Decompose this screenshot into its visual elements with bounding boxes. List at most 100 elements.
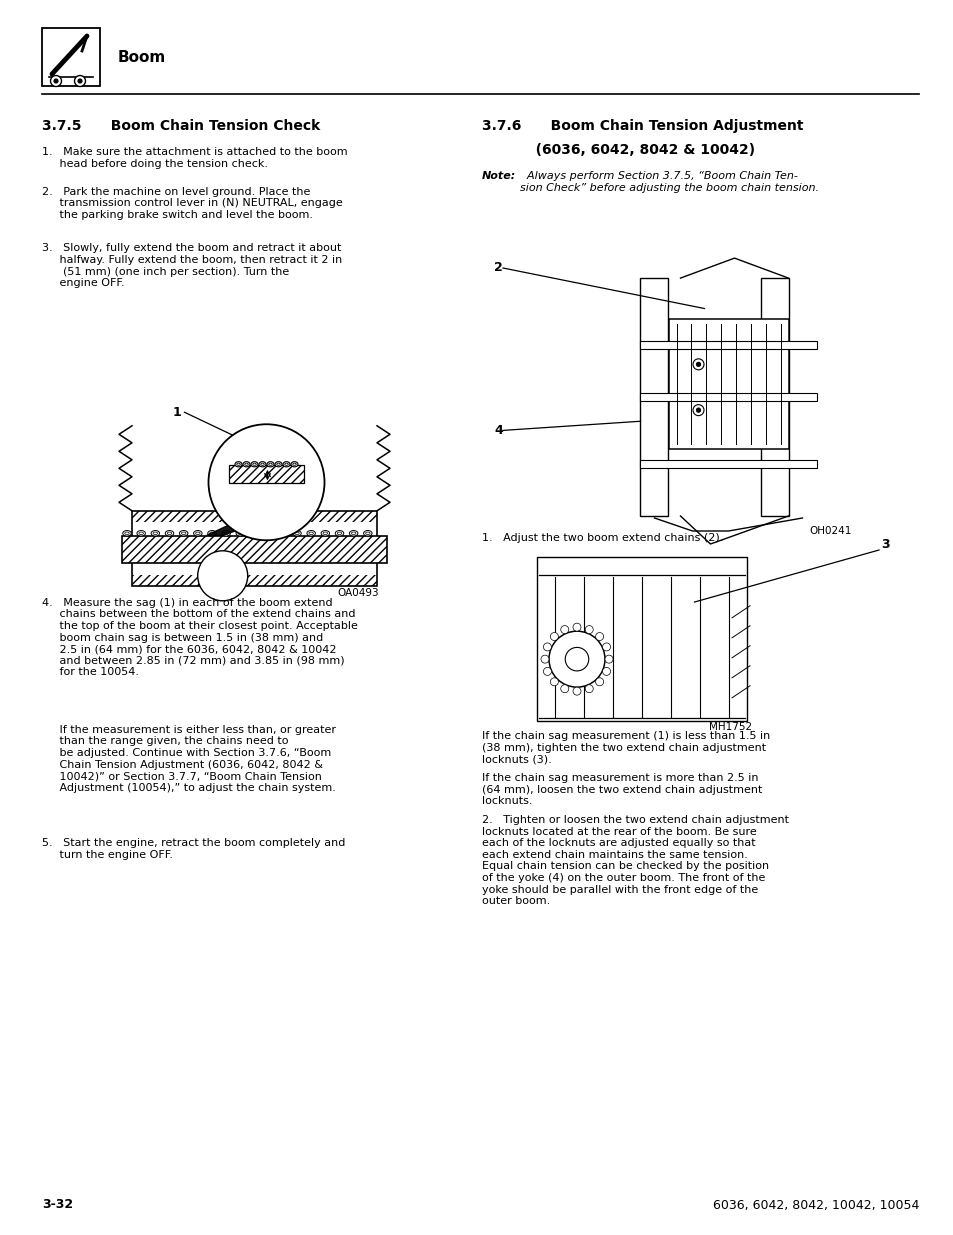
Ellipse shape [363, 531, 372, 536]
Bar [122, 536, 387, 563]
Ellipse shape [269, 463, 272, 466]
Ellipse shape [179, 531, 188, 536]
Ellipse shape [234, 462, 242, 467]
Circle shape [548, 631, 604, 687]
Text: OA0493: OA0493 [337, 588, 378, 598]
Circle shape [602, 667, 610, 676]
Text: OH0241: OH0241 [808, 526, 851, 536]
Ellipse shape [208, 531, 216, 536]
Ellipse shape [253, 463, 256, 466]
Ellipse shape [321, 531, 329, 536]
Text: 3-32: 3-32 [42, 1198, 73, 1212]
Text: If the measurement is either less than, or greater
     than the range given, th: If the measurement is either less than, … [42, 725, 335, 793]
Ellipse shape [251, 462, 257, 467]
Ellipse shape [280, 532, 285, 535]
Ellipse shape [260, 463, 264, 466]
Ellipse shape [293, 531, 301, 536]
Ellipse shape [250, 531, 258, 536]
Ellipse shape [243, 462, 250, 467]
Bar [132, 574, 376, 585]
Text: Boom: Boom [118, 49, 166, 64]
Bar [229, 466, 304, 483]
Bar [132, 511, 376, 585]
Circle shape [78, 79, 82, 83]
Text: 3.   Slowly, fully extend the boom and retract it about
     halfway. Fully exte: 3. Slowly, fully extend the boom and ret… [42, 243, 342, 288]
Bar [537, 557, 746, 721]
Text: 2.   Park the machine on level ground. Place the
     transmission control lever: 2. Park the machine on level ground. Pla… [42, 186, 342, 220]
Bar [122, 536, 387, 563]
Circle shape [573, 687, 580, 695]
Ellipse shape [323, 532, 327, 535]
Ellipse shape [276, 463, 280, 466]
Ellipse shape [125, 532, 129, 535]
Ellipse shape [235, 531, 244, 536]
Ellipse shape [123, 531, 132, 536]
Polygon shape [207, 519, 273, 535]
Circle shape [584, 684, 593, 693]
Ellipse shape [283, 462, 290, 467]
Circle shape [692, 359, 703, 369]
Ellipse shape [193, 531, 202, 536]
Ellipse shape [351, 532, 355, 535]
Circle shape [560, 684, 568, 693]
Ellipse shape [337, 532, 341, 535]
Circle shape [51, 75, 61, 86]
Circle shape [604, 655, 613, 663]
Text: MH1752: MH1752 [708, 722, 751, 732]
Ellipse shape [335, 531, 343, 536]
Circle shape [564, 647, 588, 671]
Ellipse shape [278, 531, 287, 536]
Ellipse shape [139, 532, 143, 535]
Text: Note:: Note: [481, 170, 516, 182]
Circle shape [543, 643, 551, 651]
Text: 2: 2 [494, 262, 502, 274]
Circle shape [197, 551, 248, 600]
Ellipse shape [266, 532, 271, 535]
Ellipse shape [294, 532, 299, 535]
Circle shape [543, 667, 551, 676]
Circle shape [595, 632, 603, 641]
Circle shape [584, 626, 593, 634]
Ellipse shape [165, 531, 173, 536]
Ellipse shape [238, 532, 242, 535]
Text: 1.   Make sure the attachment is attached to the boom
     head before doing the: 1. Make sure the attachment is attached … [42, 147, 347, 169]
Ellipse shape [365, 532, 370, 535]
Ellipse shape [252, 532, 256, 535]
Circle shape [560, 626, 568, 634]
Ellipse shape [258, 462, 266, 467]
Bar [132, 511, 376, 522]
Ellipse shape [224, 532, 228, 535]
Text: (6036, 6042, 8042 & 10042): (6036, 6042, 8042 & 10042) [481, 143, 755, 157]
Circle shape [54, 79, 58, 83]
Ellipse shape [284, 463, 288, 466]
Circle shape [74, 75, 86, 86]
Ellipse shape [274, 462, 282, 467]
Ellipse shape [137, 531, 145, 536]
Bar [760, 278, 788, 516]
Text: 3.7.6      Boom Chain Tension Adjustment: 3.7.6 Boom Chain Tension Adjustment [481, 119, 802, 133]
Circle shape [595, 678, 603, 685]
Ellipse shape [151, 531, 159, 536]
Text: 1.   Adjust the two boom extend chains (2).: 1. Adjust the two boom extend chains (2)… [481, 534, 722, 543]
Text: Always perform Section 3.7.5, “Boom Chain Ten-
sion Check” before adjusting the : Always perform Section 3.7.5, “Boom Chai… [519, 170, 818, 193]
Bar [639, 341, 817, 348]
Bar [639, 459, 817, 468]
Ellipse shape [181, 532, 186, 535]
Ellipse shape [222, 531, 231, 536]
Ellipse shape [349, 531, 357, 536]
Circle shape [573, 624, 580, 631]
Text: 3.7.5      Boom Chain Tension Check: 3.7.5 Boom Chain Tension Check [42, 119, 320, 133]
Ellipse shape [167, 532, 172, 535]
Ellipse shape [293, 463, 296, 466]
Ellipse shape [267, 462, 274, 467]
Ellipse shape [291, 462, 297, 467]
Circle shape [696, 408, 700, 412]
Ellipse shape [245, 463, 248, 466]
Circle shape [540, 655, 548, 663]
Circle shape [550, 632, 558, 641]
Ellipse shape [236, 463, 240, 466]
Text: 3: 3 [880, 538, 889, 552]
Circle shape [696, 362, 700, 367]
Ellipse shape [307, 531, 315, 536]
Text: 5.   Start the engine, retract the boom completely and
     turn the engine OFF.: 5. Start the engine, retract the boom co… [42, 839, 345, 860]
